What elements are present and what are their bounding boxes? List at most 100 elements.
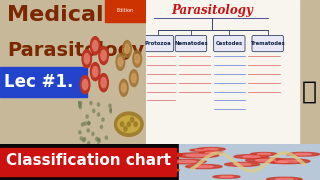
Circle shape [83,79,88,90]
Circle shape [78,103,81,107]
Circle shape [110,110,112,113]
Circle shape [84,122,86,125]
Bar [0,148,176,176]
Circle shape [220,176,233,177]
Circle shape [0,168,35,174]
Circle shape [123,40,132,57]
Circle shape [166,159,206,164]
Circle shape [90,102,92,105]
Circle shape [92,132,94,136]
Circle shape [138,152,182,157]
Circle shape [83,137,86,141]
Circle shape [87,121,90,125]
Circle shape [243,156,260,158]
Circle shape [276,178,293,180]
Circle shape [149,154,171,156]
Bar [179,144,320,180]
Circle shape [87,129,89,132]
Circle shape [120,122,124,127]
Circle shape [234,155,268,159]
Circle shape [97,113,100,116]
Circle shape [91,37,100,55]
Text: Parasitology: Parasitology [7,41,145,60]
Circle shape [88,122,90,125]
Circle shape [0,157,51,163]
Circle shape [67,153,125,160]
Circle shape [267,177,302,180]
Text: Parasitology: Parasitology [171,4,253,17]
Circle shape [110,108,112,111]
Circle shape [195,166,213,168]
Text: Edition: Edition [117,8,134,13]
Circle shape [205,152,217,153]
FancyBboxPatch shape [214,35,245,52]
Circle shape [195,150,205,151]
Circle shape [121,83,126,92]
Circle shape [100,125,103,129]
Circle shape [42,166,67,169]
Circle shape [118,57,123,66]
Circle shape [119,79,128,96]
Circle shape [8,159,37,162]
Circle shape [122,164,147,167]
Circle shape [101,77,106,88]
Circle shape [278,160,299,162]
Circle shape [204,148,218,150]
Circle shape [102,118,104,121]
Circle shape [135,54,140,63]
Circle shape [190,149,210,151]
Circle shape [225,162,260,166]
Circle shape [127,122,131,127]
Circle shape [99,74,108,92]
Circle shape [246,158,286,163]
Circle shape [269,161,294,163]
Circle shape [78,101,80,104]
Circle shape [96,137,98,141]
Text: Nematodes: Nematodes [174,41,208,46]
FancyBboxPatch shape [252,35,284,52]
Circle shape [125,44,130,53]
Text: Medical: Medical [7,5,104,25]
Circle shape [275,161,288,163]
Circle shape [92,40,98,51]
Text: Trematodes: Trematodes [250,41,285,46]
Bar [0,67,87,97]
Circle shape [79,105,82,109]
Circle shape [131,117,134,122]
Circle shape [80,137,83,140]
Circle shape [105,136,108,139]
FancyBboxPatch shape [175,35,207,52]
Circle shape [186,154,208,157]
Circle shape [233,163,251,165]
Circle shape [286,152,320,156]
Circle shape [295,153,311,155]
Circle shape [97,103,100,106]
Circle shape [81,123,84,126]
Circle shape [2,170,24,172]
Text: Protozoa: Protozoa [145,41,171,46]
Bar [0,144,179,180]
Circle shape [197,148,225,151]
Text: Lec #1.: Lec #1. [4,73,74,91]
Circle shape [154,169,179,172]
Ellipse shape [118,116,140,132]
Text: 🤔: 🤔 [302,80,317,104]
Circle shape [257,153,271,155]
Circle shape [130,70,138,87]
Circle shape [98,138,100,141]
Circle shape [134,122,137,127]
Circle shape [133,50,141,67]
Circle shape [96,169,147,175]
Text: Cestodes: Cestodes [216,41,243,46]
Circle shape [82,155,110,158]
Circle shape [98,140,100,143]
Bar [105,0,146,22]
Circle shape [268,159,310,164]
Circle shape [109,171,134,174]
Bar [146,0,299,148]
Circle shape [109,104,111,107]
Circle shape [79,131,81,134]
Circle shape [59,152,82,154]
FancyBboxPatch shape [142,35,173,52]
Circle shape [124,127,127,131]
